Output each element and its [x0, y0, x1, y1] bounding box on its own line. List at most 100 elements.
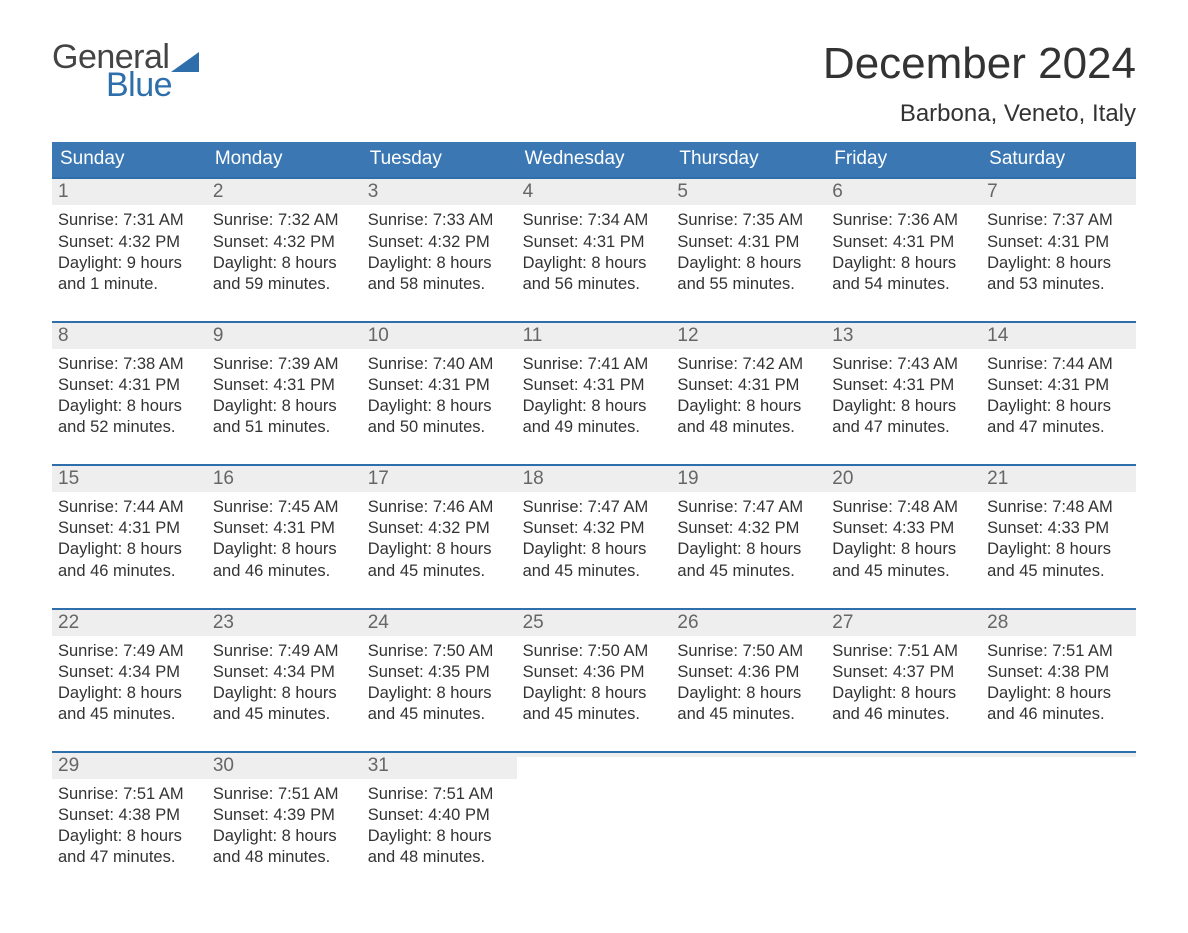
day-number-row: 31	[362, 753, 517, 779]
day-number-row: 11	[517, 323, 672, 349]
day-cell: 19Sunrise: 7:47 AMSunset: 4:32 PMDayligh…	[671, 466, 826, 585]
day-cell	[981, 753, 1136, 872]
day-number-row: 29	[52, 753, 207, 779]
day-daylight2: and 51 minutes.	[213, 417, 356, 438]
day-sunset: Sunset: 4:31 PM	[677, 375, 820, 396]
weekday-header: Thursday	[671, 142, 826, 177]
day-number-row: 18	[517, 466, 672, 492]
day-number: 9	[213, 325, 224, 346]
day-sunrise: Sunrise: 7:47 AM	[677, 497, 820, 518]
day-sunset: Sunset: 4:35 PM	[368, 662, 511, 683]
day-number-row: 26	[671, 610, 826, 636]
day-body: Sunrise: 7:32 AMSunset: 4:32 PMDaylight:…	[207, 205, 362, 298]
day-number: 20	[832, 468, 853, 489]
day-cell	[671, 753, 826, 872]
day-body: Sunrise: 7:44 AMSunset: 4:31 PMDaylight:…	[52, 492, 207, 585]
day-sunset: Sunset: 4:39 PM	[213, 805, 356, 826]
day-daylight1: Daylight: 8 hours	[523, 683, 666, 704]
day-number-row: 7	[981, 179, 1136, 205]
day-body: Sunrise: 7:49 AMSunset: 4:34 PMDaylight:…	[52, 636, 207, 729]
weekday-header: Monday	[207, 142, 362, 177]
day-sunrise: Sunrise: 7:50 AM	[523, 641, 666, 662]
day-number: 23	[213, 612, 234, 633]
day-number-row	[826, 753, 981, 757]
day-number: 6	[832, 181, 843, 202]
day-daylight1: Daylight: 8 hours	[987, 253, 1130, 274]
day-number-row: 23	[207, 610, 362, 636]
day-daylight2: and 47 minutes.	[832, 417, 975, 438]
day-number: 14	[987, 325, 1008, 346]
day-daylight2: and 54 minutes.	[832, 274, 975, 295]
day-daylight2: and 45 minutes.	[58, 704, 201, 725]
day-sunset: Sunset: 4:31 PM	[368, 375, 511, 396]
title-block: December 2024 Barbona, Veneto, Italy	[823, 40, 1136, 128]
day-number-row: 13	[826, 323, 981, 349]
day-cell: 30Sunrise: 7:51 AMSunset: 4:39 PMDayligh…	[207, 753, 362, 872]
day-daylight2: and 46 minutes.	[832, 704, 975, 725]
day-sunset: Sunset: 4:31 PM	[832, 375, 975, 396]
day-cell: 13 Sunrise: 7:43 AMSunset: 4:31 PMDayligh…	[826, 323, 981, 442]
day-sunset: Sunset: 4:31 PM	[832, 232, 975, 253]
day-sunrise: Sunrise: 7:33 AM	[368, 210, 511, 231]
day-daylight1: Daylight: 8 hours	[58, 539, 201, 560]
day-sunset: Sunset: 4:33 PM	[832, 518, 975, 539]
day-number: 27	[832, 612, 853, 633]
day-daylight1: Daylight: 8 hours	[213, 826, 356, 847]
day-body: Sunrise: 7:39 AMSunset: 4:31 PMDaylight:…	[207, 349, 362, 442]
day-daylight1: Daylight: 8 hours	[58, 396, 201, 417]
day-daylight2: and 55 minutes.	[677, 274, 820, 295]
day-body: Sunrise: 7:43 AMSunset: 4:31 PMDaylight:…	[826, 349, 981, 442]
day-number-row: 2	[207, 179, 362, 205]
day-cell: 18Sunrise: 7:47 AMSunset: 4:32 PMDayligh…	[517, 466, 672, 585]
day-cell: 22Sunrise: 7:49 AMSunset: 4:34 PMDayligh…	[52, 610, 207, 729]
day-sunrise: Sunrise: 7:49 AM	[58, 641, 201, 662]
day-cell: 4Sunrise: 7:34 AMSunset: 4:31 PMDaylight…	[517, 179, 672, 298]
day-number: 4	[523, 181, 534, 202]
day-number: 19	[677, 468, 698, 489]
page-title: December 2024	[823, 40, 1136, 88]
day-number-row	[517, 753, 672, 757]
day-sunset: Sunset: 4:31 PM	[523, 232, 666, 253]
header-row: General Blue December 2024 Barbona, Vene…	[52, 40, 1136, 128]
day-number-row: 28	[981, 610, 1136, 636]
day-body: Sunrise: 7:31 AMSunset: 4:32 PMDaylight:…	[52, 205, 207, 298]
day-number-row: 8	[52, 323, 207, 349]
day-daylight2: and 48 minutes.	[368, 847, 511, 868]
day-number-row: 10	[362, 323, 517, 349]
day-number: 30	[213, 755, 234, 776]
day-number: 16	[213, 468, 234, 489]
day-sunset: Sunset: 4:32 PM	[213, 232, 356, 253]
day-body: Sunrise: 7:51 AMSunset: 4:38 PMDaylight:…	[981, 636, 1136, 729]
day-sunrise: Sunrise: 7:51 AM	[987, 641, 1130, 662]
day-number: 15	[58, 468, 79, 489]
day-number-row: 9	[207, 323, 362, 349]
day-sunrise: Sunrise: 7:44 AM	[58, 497, 201, 518]
day-sunrise: Sunrise: 7:40 AM	[368, 354, 511, 375]
day-sunrise: Sunrise: 7:38 AM	[58, 354, 201, 375]
day-daylight2: and 45 minutes.	[523, 704, 666, 725]
day-daylight1: Daylight: 8 hours	[213, 253, 356, 274]
day-sunrise: Sunrise: 7:42 AM	[677, 354, 820, 375]
day-body: Sunrise: 7:48 AMSunset: 4:33 PMDaylight:…	[981, 492, 1136, 585]
day-daylight1: Daylight: 8 hours	[987, 396, 1130, 417]
day-cell: 26Sunrise: 7:50 AMSunset: 4:36 PMDayligh…	[671, 610, 826, 729]
day-daylight1: Daylight: 8 hours	[368, 253, 511, 274]
day-daylight1: Daylight: 8 hours	[58, 683, 201, 704]
day-number: 13	[832, 325, 853, 346]
day-sunset: Sunset: 4:31 PM	[213, 375, 356, 396]
day-body: Sunrise: 7:33 AMSunset: 4:32 PMDaylight:…	[362, 205, 517, 298]
week-row: 1Sunrise: 7:31 AMSunset: 4:32 PMDaylight…	[52, 177, 1136, 298]
day-sunrise: Sunrise: 7:48 AM	[987, 497, 1130, 518]
day-daylight2: and 45 minutes.	[677, 704, 820, 725]
day-body: Sunrise: 7:36 AMSunset: 4:31 PMDaylight:…	[826, 205, 981, 298]
day-number-row	[671, 753, 826, 757]
day-cell: 15 Sunrise: 7:44 AMSunset: 4:31 PMDayligh…	[52, 466, 207, 585]
weekday-header: Tuesday	[362, 142, 517, 177]
week-row: 15 Sunrise: 7:44 AMSunset: 4:31 PMDayligh…	[52, 464, 1136, 585]
day-body: Sunrise: 7:51 AMSunset: 4:38 PMDaylight:…	[52, 779, 207, 872]
day-number-row: 6	[826, 179, 981, 205]
day-daylight2: and 58 minutes.	[368, 274, 511, 295]
day-cell: 1Sunrise: 7:31 AMSunset: 4:32 PMDaylight…	[52, 179, 207, 298]
day-number-row: 24	[362, 610, 517, 636]
day-number-row: 20	[826, 466, 981, 492]
